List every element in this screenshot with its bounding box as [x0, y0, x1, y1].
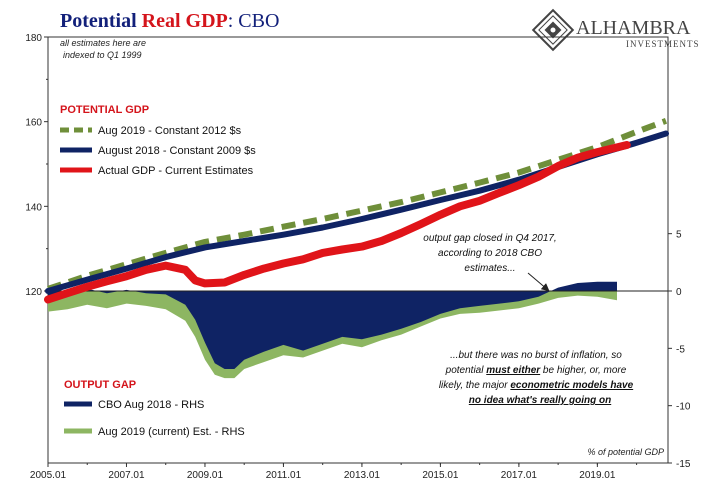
right-tick-label: -10	[676, 402, 691, 413]
annotation-inflation: ...but there was no burst of inflation, …	[439, 350, 634, 406]
legend-label-aug2019: Aug 2019 - Constant 2012 $s	[98, 125, 242, 137]
logo-sub: INVESTMENTS	[626, 39, 700, 49]
legend-label-aug2018: August 2018 - Constant 2009 $s	[98, 145, 256, 157]
legend-label-cbo2018: CBO Aug 2018 - RHS	[98, 399, 204, 411]
annotation-inflation-line3-em: econometric models have	[510, 380, 633, 391]
annotation-inflation-line4: no idea what's really going on	[469, 395, 611, 406]
legend-potential-title: POTENTIAL GDP	[60, 104, 149, 116]
annotation-inflation-line2: potential must either be higher, or, mor…	[445, 365, 627, 376]
legend-label-actual: Actual GDP - Current Estimates	[98, 165, 254, 177]
left-tick-label: 140	[25, 202, 42, 213]
right-axis-label: % of potential GDP	[587, 447, 664, 457]
right-tick-label: -15	[676, 459, 691, 470]
legend-label-aug2019-gap: Aug 2019 (current) Est. - RHS	[98, 426, 245, 438]
line-actual-gdp	[44, 141, 631, 304]
legend-potential: POTENTIAL GDP Aug 2019 - Constant 2012 $…	[60, 104, 256, 177]
x-tick-label: 2015.01	[422, 470, 459, 481]
chart-axes: 120 140 160 180 5 0 -5 -10 -15 2005.01 2007.01 2009…	[25, 33, 691, 481]
logo-name: ALHAMBRA	[576, 17, 691, 39]
x-tick-label: 2009.01	[187, 470, 224, 481]
note-indexed-line2: indexed to Q1 1999	[63, 50, 142, 60]
annotation-inflation-line1: ...but there was no burst of inflation, …	[450, 350, 622, 361]
left-tick-label: 160	[25, 118, 42, 129]
title-part1: Potential	[60, 10, 142, 32]
title-part3: : CBO	[228, 10, 280, 32]
logo-diamond-icon	[531, 8, 575, 52]
annotation-gap-closed-line1: output gap closed in Q4 2017,	[423, 233, 556, 244]
right-tick-label: 5	[676, 230, 682, 241]
gap-area-cbo2018	[48, 281, 617, 369]
left-tick-label: 180	[25, 33, 42, 44]
annotation-inflation-line3-pre: likely, the major	[439, 380, 511, 391]
annotation-inflation-line2-em: must either	[486, 365, 541, 376]
annotation-gap-closed-line3: estimates...	[464, 263, 515, 274]
annotation-gap-closed-line2: according to 2018 CBO	[438, 248, 542, 259]
legend-gap-title: OUTPUT GAP	[64, 379, 136, 391]
gap-areas	[48, 281, 617, 379]
note-indexed-line1: all estimates here are	[60, 38, 146, 48]
annotation-inflation-line2-post: be higher, or, more	[540, 365, 627, 376]
left-tick-label: 120	[25, 287, 42, 298]
annotation-gap-closed: output gap closed in Q4 2017, according …	[423, 233, 557, 292]
alhambra-logo: ALHAMBRA INVESTMENTS	[531, 8, 700, 52]
annotation-arrow	[527, 272, 550, 292]
x-tick-label: 2017.01	[501, 470, 538, 481]
line-aug2019-potential	[47, 117, 668, 292]
chart-title: Potential Real GDP: CBO	[60, 10, 279, 32]
x-tick-label: 2013.01	[344, 470, 381, 481]
x-tick-label: 2011.01	[266, 470, 302, 481]
right-tick-label: -5	[676, 344, 685, 355]
x-tick-label: 2007.01	[108, 470, 145, 481]
right-tick-label: 0	[676, 287, 682, 298]
level-lines	[44, 117, 669, 304]
x-tick-label: 2019.01	[579, 470, 616, 481]
title-part2: Real GDP	[142, 10, 228, 32]
x-tick-label: 2005.01	[30, 470, 67, 481]
annotation-inflation-line2-pre: potential	[445, 365, 487, 376]
annotation-inflation-line3: likely, the major econometric models hav…	[439, 380, 634, 391]
legend-output-gap: OUTPUT GAP CBO Aug 2018 - RHS Aug 2019 (…	[64, 379, 245, 438]
plot-frame	[47, 36, 669, 464]
